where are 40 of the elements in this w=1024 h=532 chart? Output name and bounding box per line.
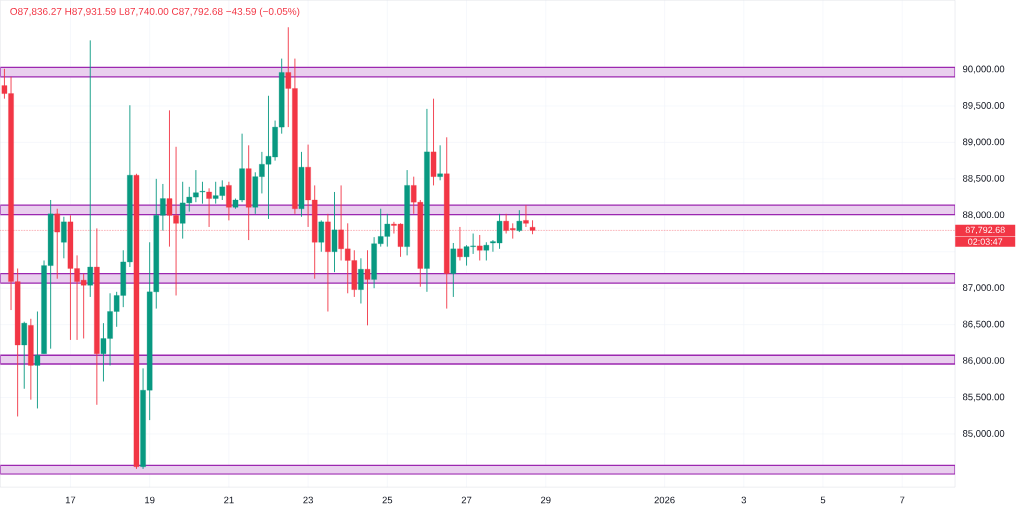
candlestick (61, 216, 67, 259)
y-tick-label: 86,000.00 (962, 357, 1005, 365)
x-tick-label: 7 (900, 496, 905, 504)
x-tick-label: 17 (65, 496, 76, 504)
candlestick (34, 310, 41, 409)
candlestick (516, 209, 523, 233)
x-tick-label: 27 (461, 496, 472, 504)
x-tick-label: 21 (224, 496, 234, 504)
text: O87,836.27 H87,931.59 L87,740.00 C87,792.68 −43.59 (−0.05%) (10, 7, 300, 17)
candlestick (331, 191, 338, 273)
y-tick-label: 85,500.00 (962, 393, 1005, 402)
y-tick-label: 88,500.00 (962, 174, 1005, 183)
y-tick-label: 90,000.00 (962, 65, 1005, 74)
candlestick (206, 187, 212, 228)
y-tick-label: 87,000.00 (962, 284, 1005, 293)
y-tick-label: 89,000.00 (962, 138, 1005, 147)
candlestick (54, 208, 60, 280)
candlestick (477, 234, 483, 261)
candlestick (226, 181, 232, 221)
y-tick-label: 88,000.00 (962, 211, 1005, 220)
x-tick-label: 23 (303, 496, 313, 504)
ref-line-label: 87,792.68 (965, 226, 1005, 235)
candlestick (318, 219, 325, 253)
candlestick (523, 204, 529, 228)
candlestick (21, 321, 27, 390)
x-tick-label: 5 (820, 496, 826, 504)
x-tick-label: 3 (741, 496, 746, 504)
text: 02:03:47 (968, 238, 1003, 245)
candlestick (483, 241, 490, 261)
x-tick-label: 29 (540, 496, 551, 504)
y-tick-label: 85,000.00 (962, 429, 1005, 438)
x-tick-label: 19 (145, 496, 155, 504)
candlestick (437, 144, 443, 181)
x-tick-label: 2026 (654, 496, 675, 504)
candlestick (358, 257, 364, 304)
candlestick (364, 249, 371, 326)
y-tick-label: 89,500.00 (962, 102, 1005, 110)
x-tick-label: 25 (382, 496, 393, 504)
candlestick (87, 39, 93, 298)
y-tick-label: 86,500.00 (962, 320, 1005, 329)
